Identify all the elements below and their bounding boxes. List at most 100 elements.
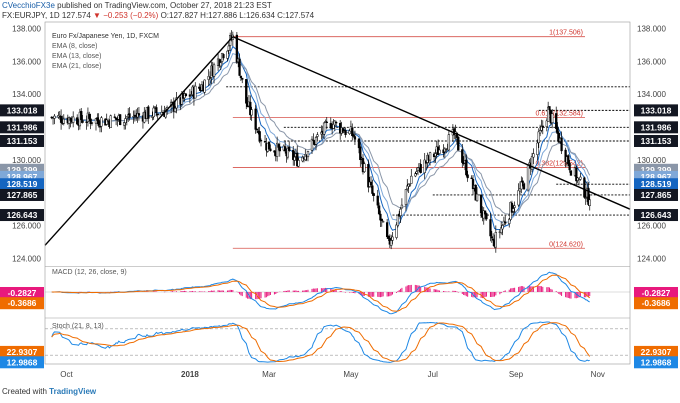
candle (277, 143, 280, 150)
candle-body (352, 134, 355, 137)
candle (306, 150, 310, 162)
candle (399, 207, 402, 223)
candle-body (245, 79, 248, 104)
candle (344, 127, 347, 138)
candle-body (518, 188, 522, 192)
price-tag-text: 12.9868 (7, 357, 38, 367)
candle-body (76, 117, 79, 125)
stoch-tag-right: 12.9868 (634, 356, 678, 369)
y-tick-label: 138.000 (637, 25, 666, 34)
ema-21-line (51, 61, 591, 215)
candle (461, 143, 464, 168)
y-tick-label: 130.000 (637, 156, 666, 165)
candle-body (348, 130, 351, 135)
candle (537, 128, 540, 149)
candle-body (72, 116, 75, 123)
candle (322, 122, 326, 140)
candle (400, 198, 404, 209)
y-tick-label: 134.000 (637, 90, 666, 99)
candle-body (359, 146, 362, 161)
candle (325, 117, 328, 130)
candle (76, 114, 79, 125)
candle-body (522, 183, 526, 190)
tradingview-logo[interactable]: TradingView (49, 387, 97, 396)
price-tag-left: 131.986 (0, 121, 44, 134)
fib-level-label: 0(124.620) (549, 241, 583, 248)
candle-body (395, 224, 398, 238)
candle (203, 79, 206, 95)
candle-body (387, 235, 390, 239)
price-tag-bg (634, 134, 678, 147)
candle-body (62, 118, 65, 124)
candle (72, 111, 75, 128)
candle-body (329, 123, 332, 129)
candle (275, 136, 279, 162)
candle-body (255, 128, 259, 131)
candle-body (357, 138, 361, 149)
candle-body (536, 142, 539, 155)
candle (419, 159, 422, 174)
candle (576, 177, 579, 184)
candle-body (137, 113, 141, 116)
candle (536, 139, 539, 161)
publish-line: CVecchioFX3e published on TradingView.co… (2, 1, 272, 10)
macd-tag-left: -0.2827 (0, 286, 44, 299)
candle-body (399, 208, 402, 216)
candle (517, 183, 520, 207)
candle (273, 150, 276, 156)
candle-body (226, 50, 229, 59)
candle (551, 109, 554, 129)
price-tag-text: 127.865 (641, 190, 672, 200)
axes: 138.000 138.000 136.000 136.000 134.000 134.0… (12, 21, 666, 379)
candle-body (466, 174, 469, 179)
candle-body (540, 126, 543, 131)
candle-body (125, 116, 128, 119)
candle-body (322, 122, 326, 135)
stoch-d-line (51, 322, 591, 362)
candle-body (419, 164, 422, 173)
candle (175, 91, 178, 114)
candle-body (447, 134, 451, 151)
candle-body (567, 155, 570, 165)
candle-body (208, 77, 212, 79)
candle (381, 220, 385, 223)
x-tick-label: May (343, 370, 358, 379)
price-tag-right: 131.986 (634, 121, 678, 134)
price-tag-text: 126.643 (641, 210, 672, 220)
price-tag-bg (634, 121, 678, 134)
y-tick-label: 136.000 (637, 57, 666, 66)
candle-body (587, 187, 590, 205)
candle-body (520, 181, 523, 190)
candle-body (284, 146, 287, 152)
y-tick-label-left: 136.000 (12, 57, 41, 66)
author-link[interactable]: CVecchioFX3e (2, 1, 55, 10)
candle-body (363, 163, 366, 173)
candle-body (504, 221, 507, 224)
candle (391, 231, 394, 245)
candle-body (269, 148, 272, 151)
candle (304, 149, 307, 162)
candle-body (513, 205, 516, 208)
candle-body (212, 64, 216, 77)
candle (395, 222, 398, 240)
candle (490, 230, 493, 243)
price-tag-right: 127.865 (634, 188, 678, 201)
candle-body (569, 170, 573, 176)
y-tick-label: 126.000 (637, 222, 666, 231)
trendlines (44, 36, 631, 246)
price-tag-text: 131.153 (641, 136, 672, 146)
price-tag-text: 129.399 (7, 165, 38, 175)
candle-body (314, 137, 318, 145)
candle (226, 50, 229, 62)
candle-body (105, 119, 108, 125)
macd-line (51, 271, 590, 315)
candle (489, 213, 492, 242)
price-tag-right: 131.153 (634, 134, 678, 147)
candle-body (353, 136, 357, 140)
legend-ema8: EMA (8, close) (52, 43, 98, 50)
candle (363, 161, 366, 173)
candle (369, 176, 373, 189)
candle-body (532, 153, 535, 158)
candle (438, 145, 441, 155)
